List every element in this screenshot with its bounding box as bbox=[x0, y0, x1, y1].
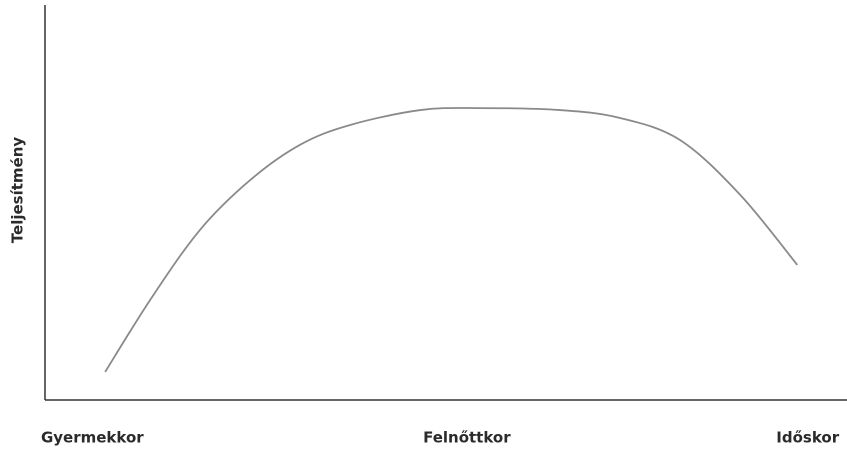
y-axis-label: Teljesítmény bbox=[9, 137, 27, 244]
x-tick-label: Felnőttkor bbox=[423, 429, 511, 447]
curve bbox=[104, 107, 798, 373]
x-tick-label: Időskor bbox=[776, 429, 839, 447]
x-tick-label: Gyermekkor bbox=[41, 429, 144, 447]
